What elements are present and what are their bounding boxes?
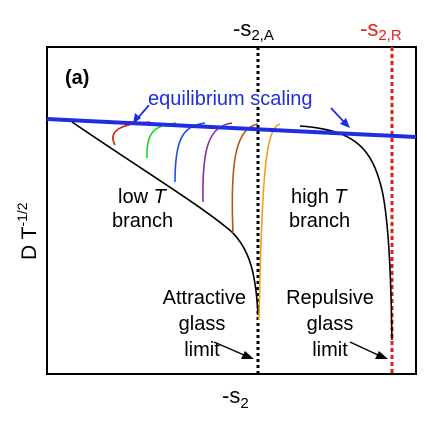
series-curve-blue [174, 122, 206, 183]
equilibrium-arrow-right [330, 107, 346, 124]
attractive-label: Attractive [163, 287, 246, 309]
repulsive-limit-arrowhead [375, 351, 388, 359]
high-t-branch-label: branch [289, 210, 350, 232]
repulsive-limit-marker: -s2,R [360, 16, 402, 44]
repulsive-limit-label: limit [312, 339, 348, 361]
high-t-label: high T [291, 186, 348, 208]
attractive-limit-label: limit [184, 339, 220, 361]
equilibrium-scaling-line [46, 117, 417, 139]
attractive-limit-marker: -s2,A [233, 16, 274, 44]
repulsive-label: Repulsive [286, 287, 374, 309]
low-t-label: low T [118, 186, 168, 208]
equilibrium-scaling-label: equilibrium scaling [148, 88, 313, 110]
low-t-envelope-curve [71, 121, 259, 316]
series-curve-green [146, 122, 177, 159]
attractive-glass-label: glass [179, 313, 226, 335]
equilibrium-arrowhead-left [133, 113, 141, 124]
attractive-limit-arrowhead [241, 351, 254, 359]
equilibrium-arrowhead-right [340, 118, 350, 128]
repulsive-glass-label: glass [307, 313, 354, 335]
series-curve-purple [202, 122, 233, 203]
low-t-branch-label: branch [112, 210, 173, 232]
x-axis-label: -s2 [222, 383, 249, 412]
series-curve-orange [258, 123, 281, 321]
repulsive-limit-arrow [349, 341, 379, 356]
series-curve-brown [231, 123, 259, 234]
panel-label: (a) [65, 67, 89, 89]
attractive-limit-arrow [213, 341, 245, 356]
plot-frame [46, 46, 417, 375]
y-axis-label: D T-1/2 [14, 202, 41, 260]
